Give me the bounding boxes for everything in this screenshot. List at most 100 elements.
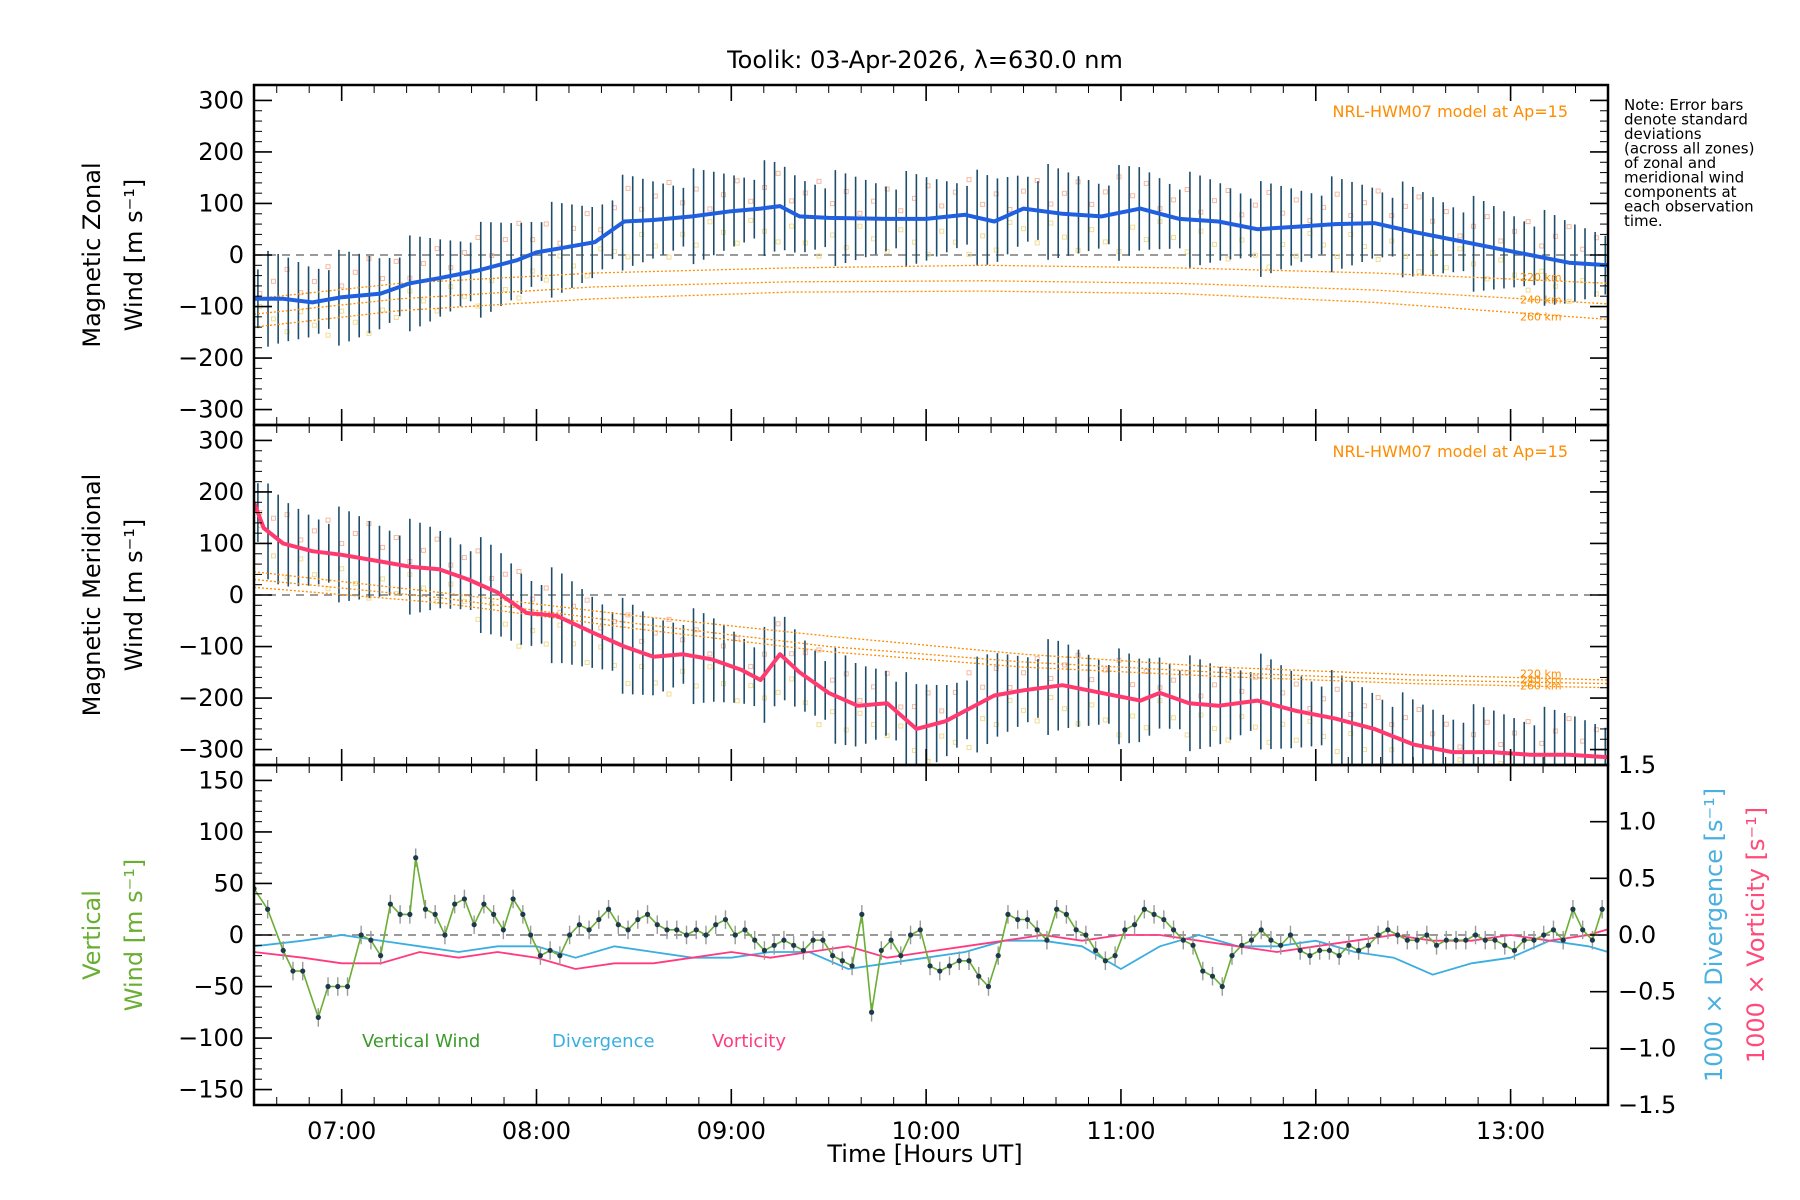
divergence-axis-title: 1000 × Divergence [s⁻¹] — [1700, 788, 1728, 1082]
zone-marker — [1089, 677, 1095, 683]
zone-marker — [707, 219, 713, 225]
x-axis-title: Time [Hours UT] — [826, 1140, 1022, 1168]
vertical-wind-point — [1229, 953, 1235, 959]
vertical-wind-point — [1044, 937, 1050, 943]
zone-marker — [502, 237, 508, 243]
zone-marker — [1443, 209, 1449, 215]
model-label: 240 km — [1520, 673, 1562, 686]
vertical-wind-point — [461, 896, 468, 902]
vertical-wind-point — [839, 958, 845, 964]
zone-marker — [1293, 197, 1299, 203]
zone-marker — [420, 260, 426, 266]
vertical-wind-point — [407, 911, 413, 917]
vertical-wind-point — [471, 922, 477, 928]
x-tick-label: 08:00 — [502, 1117, 571, 1145]
zone-marker — [530, 268, 536, 274]
note-line: (across all zones) — [1624, 140, 1754, 158]
vertical-wind-point — [1560, 937, 1566, 943]
y-tick-label: 200 — [198, 138, 244, 166]
zone-marker — [1102, 717, 1108, 723]
zone-marker — [966, 177, 972, 183]
x-tick-label: 10:00 — [892, 1117, 961, 1145]
zone-marker — [325, 517, 331, 523]
zone-marker — [393, 534, 399, 540]
zone-marker — [1061, 706, 1067, 712]
zone-marker — [380, 544, 386, 550]
zone-marker — [1252, 202, 1258, 208]
zone-marker — [857, 697, 863, 703]
zone-marker — [393, 315, 399, 321]
right-tick-label: −0.5 — [1618, 978, 1676, 1006]
legend-vertical-wind: Vertical Wind — [362, 1031, 480, 1052]
right-tick-label: −1.0 — [1618, 1034, 1676, 1062]
vertical-wind-point — [761, 947, 768, 954]
vertical-wind-point — [1102, 958, 1108, 964]
zone-marker — [1089, 702, 1095, 708]
zone-marker — [625, 185, 631, 191]
vertical-wind-point — [1482, 937, 1488, 943]
model-curves — [254, 264, 1608, 328]
model-label: 220 km — [1520, 668, 1562, 681]
zone-marker — [898, 227, 904, 233]
zone-marker — [966, 251, 972, 257]
zone-marker — [666, 179, 672, 185]
zone-marker — [584, 273, 590, 279]
zone-marker — [939, 733, 945, 739]
vertical-wind-point — [898, 953, 904, 959]
y-tick-label: −100 — [178, 293, 244, 321]
zone-marker — [584, 659, 590, 665]
vertical-wind-point — [791, 942, 797, 948]
model-caption: NRL-HWM07 model at Ap=15 — [1332, 102, 1568, 121]
zone-marker — [939, 203, 945, 209]
zone-marker — [1525, 287, 1531, 293]
vertical-wind-point — [810, 937, 816, 943]
zone-marker — [748, 683, 754, 689]
vertical-wind-point — [615, 922, 621, 928]
zone-marker — [748, 198, 754, 204]
zone-marker — [1143, 237, 1149, 243]
x-tick-label: 11:00 — [1086, 1117, 1155, 1145]
zone-marker — [1252, 724, 1258, 730]
zone-marker — [311, 572, 317, 578]
right-tick-label: 1.5 — [1618, 751, 1656, 779]
vertical-wind-point — [344, 983, 351, 990]
zone-marker — [816, 722, 822, 728]
vertical-wind-point — [1073, 927, 1079, 933]
vertical-wind-point — [1570, 906, 1576, 912]
vertical-wind-point — [985, 983, 992, 990]
zone-marker — [1102, 239, 1108, 245]
zone-marker — [816, 178, 822, 184]
note-line: each observation — [1624, 198, 1754, 216]
zone-marker — [707, 206, 713, 212]
vertical-wind-point — [1453, 937, 1459, 943]
zone-marker — [1021, 707, 1027, 713]
zone-marker — [1416, 194, 1422, 200]
vertical-wind-point — [1385, 927, 1391, 933]
zone-marker — [1443, 721, 1449, 727]
zone-marker — [325, 332, 331, 338]
vertical-wind-point — [422, 906, 429, 912]
vertical-wind-point — [510, 896, 516, 902]
zone-marker — [884, 670, 890, 676]
model-label: 240 km — [1520, 293, 1562, 306]
zone-marker — [666, 691, 672, 697]
vertical-wind-point — [1093, 947, 1099, 954]
zone-marker — [352, 319, 358, 325]
zone-marker — [1171, 677, 1177, 683]
zone-marker — [898, 723, 904, 729]
zone-marker — [966, 670, 972, 676]
vorticity-axis-title: 1000 × Vorticity [s⁻¹] — [1742, 807, 1770, 1063]
vertical-wind-point — [1258, 927, 1264, 933]
zone-marker — [1334, 191, 1340, 197]
zone-marker — [284, 329, 290, 335]
zone-marker — [420, 585, 426, 591]
vertical-wind-point — [1005, 911, 1011, 917]
zone-marker — [748, 217, 754, 223]
vertical-wind-point — [732, 932, 738, 938]
zone-marker — [884, 248, 890, 254]
vertical-wind-point — [976, 973, 982, 979]
vertical-wind-point — [830, 953, 836, 959]
zone-marker — [816, 253, 822, 259]
zone-marker — [1334, 686, 1340, 692]
vertical-wind-point — [1492, 937, 1498, 943]
